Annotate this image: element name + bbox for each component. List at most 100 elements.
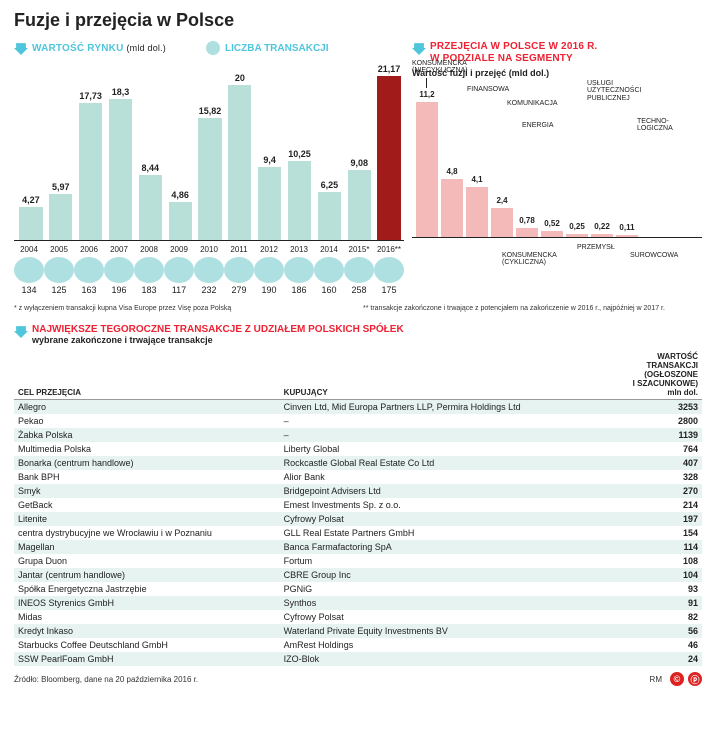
cell-value: 56 [602,624,702,638]
cell-target: centra dystrybucyjne we Wrocławiu i w Po… [14,526,280,540]
count-circle [164,257,194,283]
bar [198,118,221,240]
chart1-header2: LICZBA TRANSAKCJI [225,43,329,54]
count-circle [224,257,254,283]
source-text: Źródło: Bloomberg, dane na 20 październi… [14,675,198,684]
year-label: 2015* [344,245,374,254]
table-row: GetBackEmest Investments Sp. z o.o.214 [14,498,702,512]
count-circle [14,257,44,283]
col-buyer: KUPUJĄCY [280,349,602,400]
cell-target: Kredyt Inkaso [14,624,280,638]
count-label: 160 [314,285,344,295]
table-row: MagellanBanca Farmafactoring SpA114 [14,540,702,554]
cell-buyer: Emest Investments Sp. z o.o. [280,498,602,512]
count-circle [134,257,164,283]
cell-value: 407 [602,456,702,470]
table-row: Bank BPHAlior Bank328 [14,470,702,484]
bar-value: 20 [235,73,245,83]
table-row: Grupa DuonFortum108 [14,554,702,568]
cell-buyer: Bridgepoint Advisers Ltd [280,484,602,498]
cell-value: 104 [602,568,702,582]
bar [318,192,341,240]
table-row: LiteniteCyfrowy Polsat197 [14,512,702,526]
cell-target: Spółka Energetyczna Jastrzębie [14,582,280,596]
bar-value: 6,25 [321,180,339,190]
year-label: 2006 [74,245,104,254]
segment-value: 4,1 [471,175,482,184]
cell-target: Grupa Duon [14,554,280,568]
segment-value: 2,4 [496,196,507,205]
chart1-header: WARTOŚĆ RYNKU (mld dol.) [32,43,166,54]
bar [348,170,371,240]
cell-target: INEOS Styrenics GmbH [14,596,280,610]
cell-buyer: Waterland Private Equity Investments BV [280,624,602,638]
cell-target: Pekao [14,414,280,428]
bar [288,161,311,240]
cell-buyer: Liberty Global [280,442,602,456]
bar [109,99,132,240]
cell-value: 93 [602,582,702,596]
bar [139,175,162,240]
segment-bar: 2,4 [491,208,513,237]
cell-buyer: IZO-Blok [280,652,602,666]
segment-bar: 0,52 [541,231,563,237]
cell-buyer: Synthos [280,596,602,610]
segments-chart: PRZEJĘCIA W POLSCE W 2016 R. W PODZIALE … [412,41,702,295]
cell-buyer: Alior Bank [280,470,602,484]
count-label: 134 [14,285,44,295]
cell-value: 2800 [602,414,702,428]
cell-target: Żabka Polska [14,428,280,442]
year-label: 2013 [284,245,314,254]
cell-target: Midas [14,610,280,624]
count-label: 190 [254,285,284,295]
cell-buyer: Cinven Ltd, Mid Europa Partners LLP, Per… [280,400,602,415]
count-circle [344,257,374,283]
market-value-chart: WARTOŚĆ RYNKU (mld dol.) LICZBA TRANSAKC… [14,41,404,295]
year-label: 2005 [44,245,74,254]
count-circle [254,257,284,283]
p-badge: ⓟ [688,672,702,686]
year-label: 2007 [104,245,134,254]
cell-value: 214 [602,498,702,512]
count-circle [314,257,344,283]
bar-value: 4,27 [22,195,40,205]
table-row: Kredyt InkasoWaterland Private Equity In… [14,624,702,638]
segment-bar: 0,25 [566,234,588,237]
year-label: 2012 [254,245,284,254]
cell-value: 1139 [602,428,702,442]
count-label: 232 [194,285,224,295]
table-row: Bonarka (centrum handlowe)Rockcastle Glo… [14,456,702,470]
count-label: 279 [224,285,254,295]
cell-target: Bank BPH [14,470,280,484]
table-row: SSW PearlFoam GmbHIZO-Blok24 [14,652,702,666]
cell-buyer: Cyfrowy Polsat [280,512,602,526]
section2-sub: wybrane zakończone i trwające transakcje [32,335,404,345]
cell-value: 270 [602,484,702,498]
bar-value: 21,17 [378,64,401,74]
bar-value: 4,86 [171,190,189,200]
year-label: 2016** [374,245,404,254]
count-label: 163 [74,285,104,295]
bar-value: 10,25 [288,149,311,159]
cell-buyer: – [280,414,602,428]
cell-buyer: Banca Farmafactoring SpA [280,540,602,554]
cell-buyer: GLL Real Estate Partners GmbH [280,526,602,540]
section2-title: NAJWIĘKSZE TEGOROCZNE TRANSAKCJE Z UDZIA… [32,324,404,335]
cell-buyer: Rockcastle Global Real Estate Co Ltd [280,456,602,470]
cell-value: 82 [602,610,702,624]
segment-value: 0,22 [594,222,610,231]
bar-value: 5,97 [52,182,70,192]
year-label: 2014 [314,245,344,254]
count-circle [44,257,74,283]
seg-label-6: PRZEMYSŁ [577,244,615,251]
bar [19,207,42,240]
cell-value: 114 [602,540,702,554]
table-row: centra dystrybucyjne we Wrocławiu i w Po… [14,526,702,540]
count-circle [374,257,404,283]
table-row: Pekao–2800 [14,414,702,428]
bar-value: 8,44 [142,163,160,173]
segment-bar: 0,22 [591,234,613,237]
table-row: AllegroCinven Ltd, Mid Europa Partners L… [14,400,702,415]
segment-bar: 4,8 [441,179,463,237]
count-label: 258 [344,285,374,295]
